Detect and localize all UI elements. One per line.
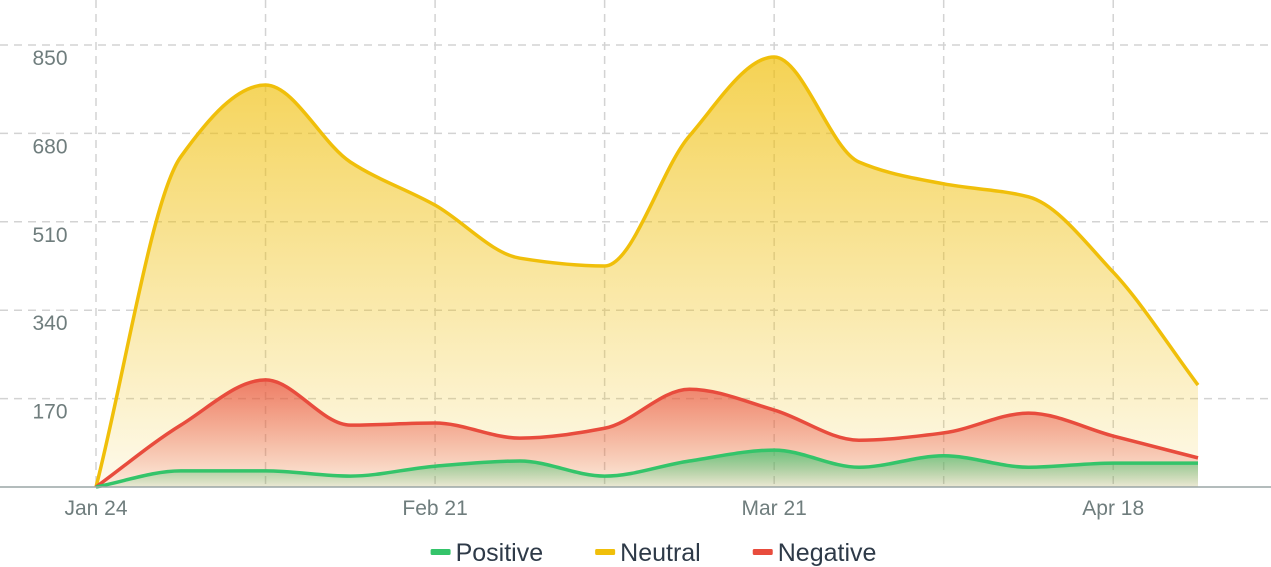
legend-label: Neutral — [620, 539, 701, 567]
x-tick-label: Jan 24 — [64, 497, 127, 520]
legend-label: Positive — [456, 539, 544, 567]
legend-item: Neutral — [595, 539, 701, 567]
legend-swatch — [595, 549, 616, 555]
x-tick-label: Feb 21 — [402, 497, 467, 520]
x-tick-label: Apr 18 — [1082, 497, 1144, 520]
line — [95, 448, 1198, 489]
legend-item: Positive — [430, 539, 544, 567]
legend-swatch — [430, 549, 451, 555]
area — [96, 56, 1198, 488]
line — [94, 378, 1199, 489]
y-tick-label: 170 — [32, 401, 67, 424]
line — [94, 55, 1200, 488]
y-tick-label: 340 — [32, 312, 67, 335]
y-tick-label: 680 — [32, 135, 67, 158]
x-tick-label: Mar 21 — [741, 497, 806, 520]
y-tick-label: 850 — [32, 47, 67, 70]
legend-swatch — [752, 549, 773, 555]
y-tick-label: 510 — [32, 224, 67, 247]
legend-item: Negative — [752, 539, 877, 567]
legend-label: Negative — [778, 539, 877, 567]
